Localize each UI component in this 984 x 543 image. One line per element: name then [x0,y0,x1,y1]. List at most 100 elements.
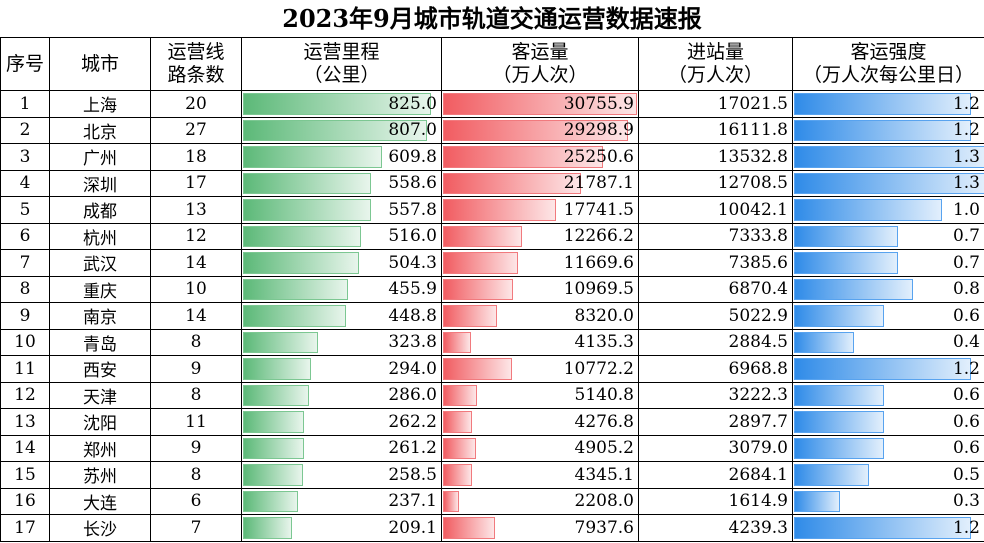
ridership-bar [443,331,471,353]
cell-city: 大连 [49,487,151,515]
cell-mileage: 323.8 [241,328,442,356]
cell-intensity: 0.5 [792,461,984,489]
cell-lines: 8 [150,381,242,409]
ridership-bar [443,252,518,274]
cell-intensity: 1.2 [792,355,984,383]
cell-mileage: 262.2 [241,408,442,436]
table-row: 4 深圳 17 558.6 21787.1 12708.5 1.3 [0,169,984,197]
cell-rank: 3 [0,143,50,171]
cell-ridership: 4905.2 [441,434,639,462]
header-lines: 运营线 路条数 [150,37,242,91]
table-row: 12 天津 8 286.0 5140.8 3222.3 0.6 [0,381,984,409]
cell-lines: 14 [150,249,242,277]
cell-entries: 1614.9 [638,487,793,515]
cell-entries: 13532.8 [638,143,793,171]
cell-ridership: 21787.1 [441,169,639,197]
mileage-bar [243,146,382,168]
cell-intensity: 0.7 [792,249,984,277]
cell-ridership: 10969.5 [441,275,639,303]
cell-lines: 17 [150,169,242,197]
cell-rank: 17 [0,514,50,542]
cell-mileage: 258.5 [241,461,442,489]
header-rank: 序号 [0,37,50,91]
mileage-bar [243,358,311,380]
mileage-bar [243,490,298,512]
ridership-bar [443,172,581,194]
mileage-bar [243,252,359,274]
cell-intensity: 1.3 [792,143,984,171]
cell-rank: 11 [0,355,50,383]
mileage-bar [243,93,431,115]
cell-ridership: 25250.6 [441,143,639,171]
cell-city: 武汉 [49,249,151,277]
mileage-bar [243,464,303,486]
cell-rank: 2 [0,116,50,144]
cell-intensity: 1.2 [792,116,984,144]
ridership-bar [443,358,512,380]
cell-mileage: 455.9 [241,275,442,303]
cell-city: 郑州 [49,434,151,462]
cell-mileage: 807.0 [241,116,442,144]
cell-entries: 6870.4 [638,275,793,303]
mileage-bar [243,437,304,459]
cell-rank: 14 [0,434,50,462]
cell-intensity: 0.3 [792,487,984,515]
cell-intensity: 0.8 [792,275,984,303]
intensity-bar [794,93,971,115]
cell-entries: 12708.5 [638,169,793,197]
mileage-bar [243,278,348,300]
table-header-row: 序号 城市 运营线 路条数 运营里程 （公里） 客运量 （万人次） 进站量 （万人次） … [0,37,984,91]
cell-lines: 14 [150,302,242,330]
cell-intensity: 1.2 [792,90,984,118]
cell-mileage: 504.3 [241,249,442,277]
data-table: 序号 城市 运营线 路条数 运营里程 （公里） 客运量 （万人次） 进站量 （万人次） … [0,37,984,542]
cell-lines: 20 [150,90,242,118]
cell-city: 沈阳 [49,408,151,436]
ridership-bar [443,517,495,539]
cell-lines: 7 [150,514,242,542]
cell-entries: 7333.8 [638,222,793,250]
cell-rank: 8 [0,275,50,303]
mileage-bar [243,331,318,353]
cell-mileage: 557.8 [241,196,442,224]
header-entries: 进站量 （万人次） [638,37,793,91]
table-row: 5 成都 13 557.8 17741.5 10042.1 1.0 [0,196,984,224]
intensity-bar [794,225,898,247]
ridership-bar [443,384,477,406]
cell-mileage: 237.1 [241,487,442,515]
cell-intensity: 0.4 [792,328,984,356]
cell-rank: 13 [0,408,50,436]
cell-entries: 7385.6 [638,249,793,277]
intensity-bar [794,305,884,327]
cell-mileage: 558.6 [241,169,442,197]
ridership-bar [443,305,497,327]
cell-intensity: 0.6 [792,381,984,409]
cell-rank: 1 [0,90,50,118]
cell-lines: 9 [150,434,242,462]
cell-mileage: 286.0 [241,381,442,409]
cell-mileage: 294.0 [241,355,442,383]
ridership-bar [443,119,628,141]
cell-entries: 3222.3 [638,381,793,409]
intensity-bar [794,517,971,539]
cell-entries: 2897.7 [638,408,793,436]
intensity-bar [794,199,942,221]
table-row: 9 南京 14 448.8 8320.0 5022.9 0.6 [0,302,984,330]
table-row: 15 苏州 8 258.5 4345.1 2684.1 0.5 [0,461,984,489]
mileage-bar [243,517,292,539]
cell-city: 西安 [49,355,151,383]
header-city: 城市 [49,37,151,91]
cell-mileage: 516.0 [241,222,442,250]
cell-city: 重庆 [49,275,151,303]
ridership-bar [443,225,522,247]
mileage-bar [243,119,427,141]
cell-entries: 5022.9 [638,302,793,330]
ridership-bar [443,411,472,433]
cell-rank: 10 [0,328,50,356]
cell-ridership: 8320.0 [441,302,639,330]
cell-city: 长沙 [49,514,151,542]
intensity-bar [794,119,971,141]
cell-lines: 11 [150,408,242,436]
cell-intensity: 1.0 [792,196,984,224]
mileage-bar [243,172,371,194]
